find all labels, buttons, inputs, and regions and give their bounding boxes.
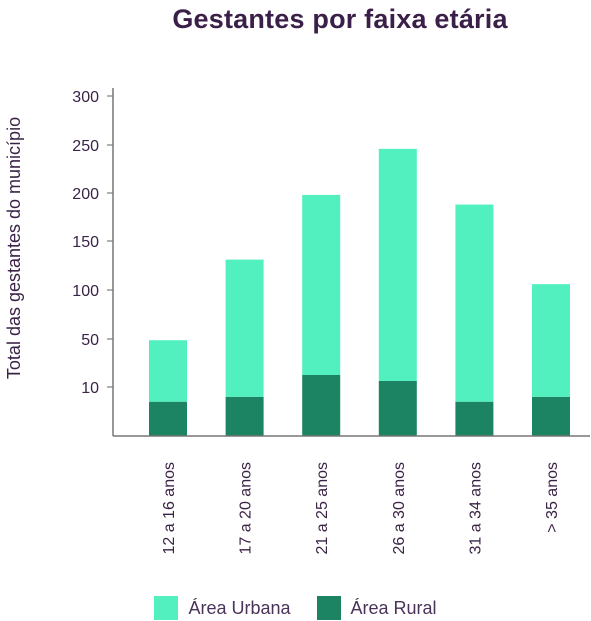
bar-rural [225, 396, 264, 436]
x-tick-label: 21 a 25 anos [314, 462, 331, 555]
y-tick-label: 250 [72, 138, 99, 155]
y-tick-label: 300 [72, 89, 99, 106]
legend-item: Área Urbana [154, 596, 291, 620]
x-tick-label: 31 a 34 anos [467, 462, 484, 555]
bar-rural [302, 375, 341, 436]
x-tick-label: 12 a 16 anos [161, 462, 178, 555]
x-axis-tick-labels: 12 a 16 anos 17 a 20 anos 21 a 25 anos 26 a… [161, 462, 561, 555]
legend-swatch [316, 596, 341, 620]
axes [112, 88, 590, 437]
y-tick-label: 10 [81, 380, 99, 397]
chart-title: Gestantes por faixa etária [172, 4, 508, 34]
legend-item: Área Rural [316, 596, 437, 620]
legend: Área Urbana Área Rural [0, 596, 591, 620]
legend-label: Área Rural [350, 597, 437, 618]
bars [149, 148, 570, 436]
y-tick-label: 200 [72, 186, 99, 203]
y-axis-ticks: 10 50 100 150 200 250 300 [72, 89, 113, 397]
bar-urbana [149, 340, 187, 402]
bar-urbana [225, 259, 264, 397]
bar-rural [378, 381, 417, 436]
legend-swatch [154, 596, 179, 620]
bar-rural [532, 396, 570, 436]
bar-urbana [302, 194, 341, 375]
x-tick-label: > 35 anos [544, 462, 561, 533]
bar-rural [455, 401, 494, 436]
y-tick-label: 50 [81, 332, 99, 349]
y-tick-label: 150 [72, 234, 99, 251]
bar-urbana [455, 204, 494, 402]
bar-urbana [532, 284, 570, 397]
legend-label: Área Urbana [188, 597, 291, 618]
y-tick-label: 100 [72, 283, 99, 300]
bar-rural [149, 401, 187, 436]
bar-urbana [378, 148, 417, 381]
x-tick-label: 26 a 30 anos [391, 462, 408, 555]
y-axis-label: Total das gestantes do município [4, 117, 24, 379]
x-tick-label: 17 a 20 anos [238, 462, 255, 555]
